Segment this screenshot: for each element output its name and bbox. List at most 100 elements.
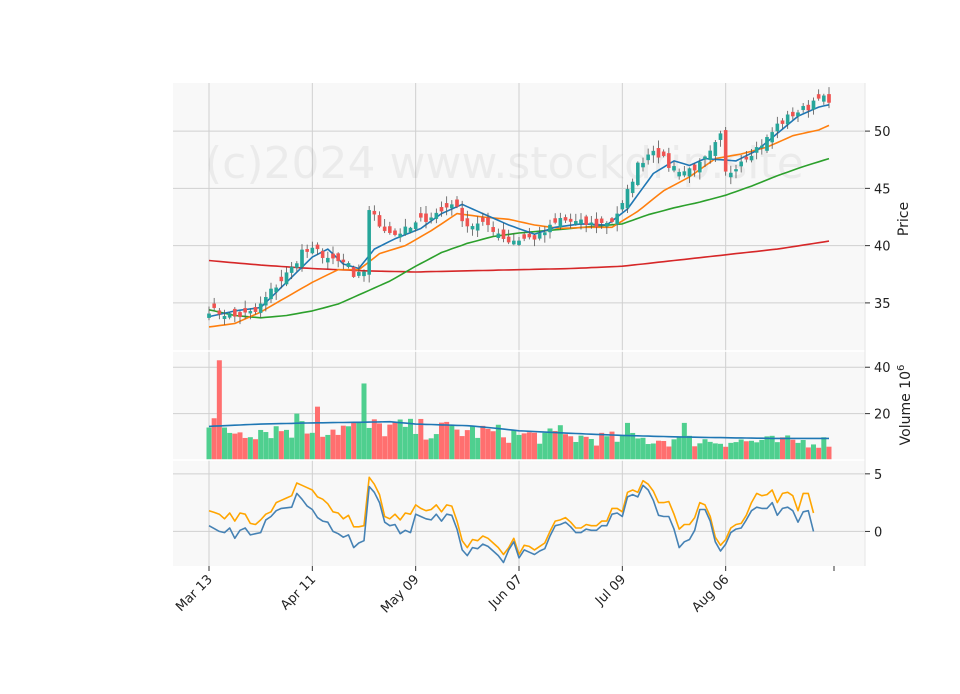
volume-bar-115 — [800, 440, 806, 460]
volume-bar-59 — [511, 430, 517, 460]
candle-101 — [729, 165, 733, 185]
volume-bar-80 — [619, 435, 625, 460]
candle-61 — [522, 232, 526, 242]
volume-bar-107 — [759, 439, 765, 460]
candle-body-110 — [775, 123, 780, 132]
candle-body-13 — [274, 287, 278, 293]
volume-bar-68 — [557, 425, 563, 460]
volume-bar-38 — [402, 426, 408, 460]
candle-body-92 — [682, 171, 687, 176]
candle-55 — [491, 221, 495, 236]
candle-body-1 — [212, 303, 216, 308]
candle-112 — [785, 110, 790, 129]
candle-body-0 — [207, 313, 211, 318]
candle-body-73 — [584, 216, 588, 225]
candle-10 — [258, 296, 263, 318]
volume-bar-41 — [418, 418, 424, 460]
volume-bar-28 — [351, 422, 357, 460]
candle-13 — [274, 284, 278, 300]
volume-bar-2 — [216, 360, 222, 460]
volume-bar-15 — [284, 429, 289, 460]
volume-bar-62 — [526, 432, 532, 460]
volume-axis-title: Volume 106 — [896, 365, 914, 446]
candle-70 — [568, 213, 573, 229]
price-axis-title: Price — [896, 202, 912, 236]
volume-bar-43 — [428, 438, 434, 460]
volume-bar-98 — [712, 443, 718, 460]
volume-bar-99 — [718, 443, 723, 460]
osc-tick-label-0: 0 — [874, 525, 882, 540]
candle-body-96 — [703, 156, 707, 160]
candle-78 — [610, 216, 614, 224]
volume-bar-82 — [630, 432, 636, 460]
volume-bar-45 — [439, 422, 444, 460]
candle-body-41 — [419, 213, 423, 218]
candle-body-64 — [537, 233, 542, 239]
candle-32 — [372, 205, 377, 221]
watermark: (c)2024 www.stockdrip.site — [205, 138, 804, 189]
candle-body-21 — [315, 244, 320, 250]
volume-bar-74 — [588, 438, 594, 460]
candle-67 — [553, 213, 557, 225]
volume-bar-50 — [464, 430, 470, 460]
candle-22 — [320, 248, 325, 264]
osc-tick-label-1: 5 — [874, 468, 882, 483]
x-tick-label-4: Jul 09 — [592, 572, 629, 609]
x-tick-label-1: Apr 11 — [278, 572, 319, 613]
candle-11 — [264, 291, 268, 312]
candle-71 — [574, 213, 578, 226]
candle-83 — [636, 161, 640, 187]
candle-body-70 — [568, 218, 573, 222]
candle-body-57 — [501, 229, 506, 239]
candle-body-105 — [749, 155, 754, 161]
x-tick-label-0: Mar 13 — [173, 572, 216, 615]
candle-body-16 — [289, 266, 294, 273]
candle-body-35 — [388, 226, 392, 233]
candle-body-52 — [475, 223, 480, 231]
candle-body-83 — [636, 162, 640, 185]
volume-bar-90 — [671, 439, 677, 460]
price-tick-label-3: 50 — [874, 125, 891, 140]
candle-47 — [450, 200, 454, 216]
candle-body-77 — [605, 222, 609, 227]
candle-body-107 — [760, 145, 764, 148]
candle-body-31 — [367, 210, 371, 275]
candle-body-30 — [362, 271, 366, 277]
volume-moving-average — [208, 420, 829, 440]
candle-body-32 — [372, 210, 377, 215]
candle-51 — [470, 223, 475, 236]
x-tick-label-2: May 09 — [378, 572, 422, 616]
candle-body-5 — [233, 308, 237, 317]
candle-34 — [382, 219, 387, 234]
candle-body-10 — [258, 303, 263, 313]
volume-bar-31 — [366, 427, 372, 460]
volume-bar-3 — [222, 427, 227, 460]
candle-3 — [222, 309, 227, 325]
volume-bar-24 — [330, 429, 336, 460]
volume-bar-56 — [495, 424, 501, 460]
candle-14 — [279, 269, 284, 289]
volume-bar-94 — [692, 446, 698, 460]
candle-63 — [532, 234, 537, 247]
candle-body-104 — [744, 156, 749, 160]
candle-4 — [227, 312, 232, 320]
candle-54 — [486, 212, 490, 233]
candle-73 — [584, 214, 588, 233]
candle-body-14 — [279, 276, 284, 282]
volume-bar-21 — [315, 406, 320, 460]
candle-21 — [315, 242, 320, 256]
volume-bar-73 — [583, 436, 589, 460]
candle-body-71 — [574, 221, 578, 225]
candle-12 — [269, 282, 273, 303]
candle-body-43 — [429, 217, 433, 221]
candle-body-97 — [708, 150, 712, 160]
candle-2 — [217, 308, 222, 320]
volume-bar-61 — [521, 433, 527, 460]
volume-bar-7 — [242, 437, 248, 460]
candle-body-94 — [692, 164, 697, 171]
candle-body-26 — [341, 259, 346, 263]
volume-bar-71 — [573, 441, 579, 460]
candle-52 — [475, 216, 480, 237]
candle-110 — [775, 116, 780, 139]
candle-79 — [615, 206, 619, 232]
